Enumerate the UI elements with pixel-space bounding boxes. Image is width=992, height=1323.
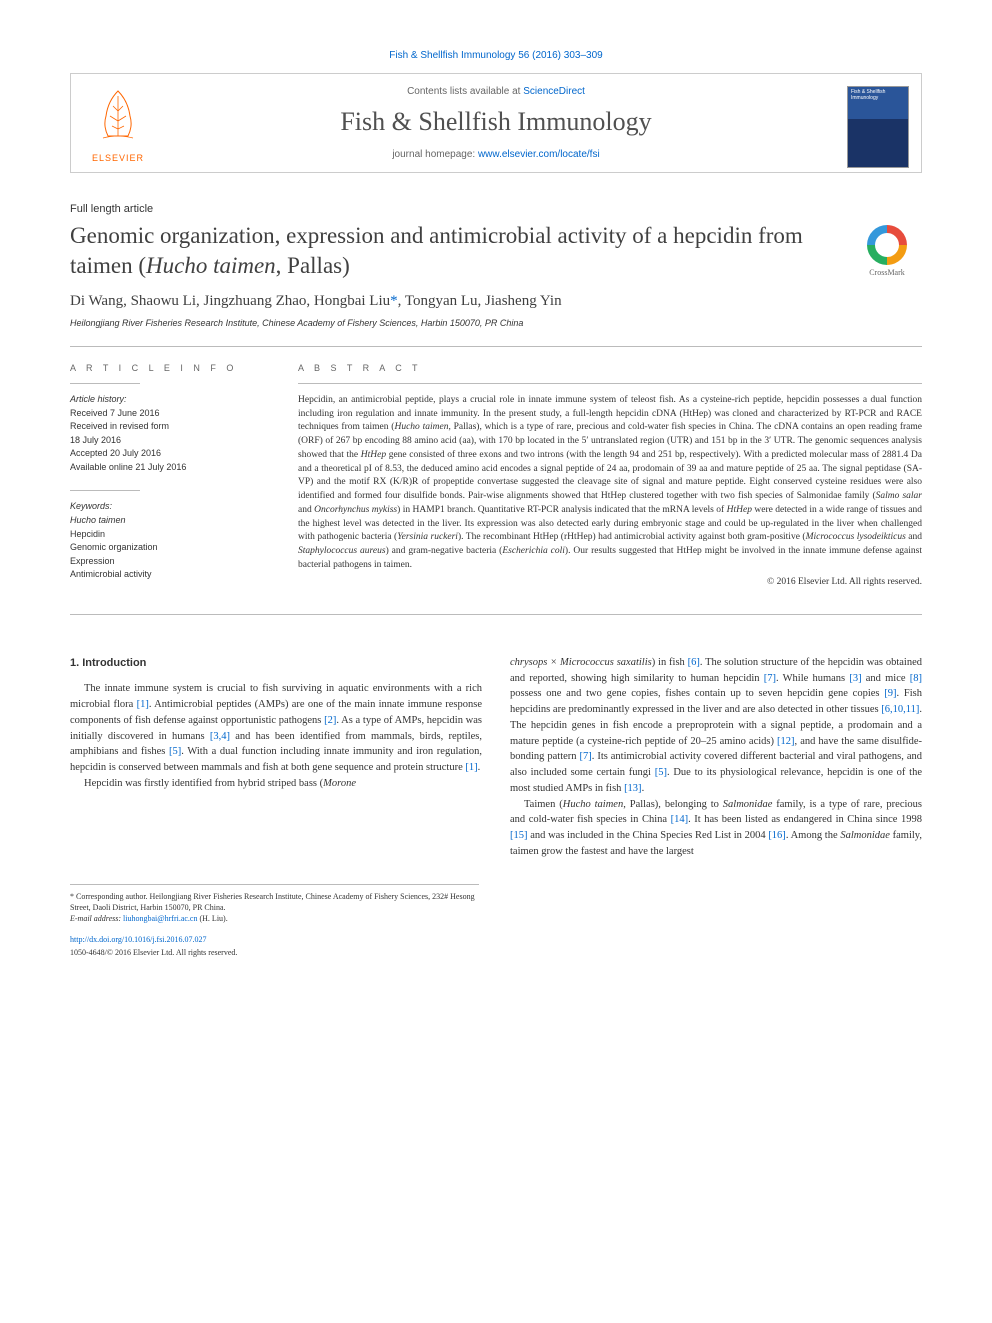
article-info-column: A R T I C L E I N F O Article history: R… [70, 363, 270, 598]
keywords-label: Keywords: [70, 501, 270, 511]
intro-p2: Hepcidin was firstly identified from hyb… [70, 776, 482, 792]
history-line: Received in revised form [70, 420, 270, 434]
article-type: Full length article [70, 203, 922, 215]
col2-p2: Taimen (Hucho taimen, Pallas), belonging… [510, 797, 922, 860]
sciencedirect-link[interactable]: ScienceDirect [523, 86, 585, 97]
body-column-right: chrysops × Micrococcus saxatilis) in fis… [510, 655, 922, 860]
abstract-text: Hepcidin, an antimicrobial peptide, play… [298, 394, 922, 573]
page-root: Fish & Shellfish Immunology 56 (2016) 30… [0, 0, 992, 1008]
keyword: Genomic organization [70, 541, 270, 555]
homepage-link[interactable]: www.elsevier.com/locate/fsi [478, 149, 600, 160]
elsevier-logo[interactable]: ELSEVIER [83, 86, 153, 166]
article-title: Genomic organization, expression and ant… [70, 221, 922, 281]
crossmark-label: CrossMark [852, 268, 922, 278]
email-line: E-mail address: liuhongbai@hrfri.ac.cn (… [70, 913, 479, 924]
elsevier-text: ELSEVIER [83, 153, 153, 163]
intro-p1: The innate immune system is crucial to f… [70, 681, 482, 776]
footnotes: * Corresponding author. Heilongjiang Riv… [70, 884, 479, 959]
abstract-heading: A B S T R A C T [298, 363, 922, 373]
homepage-line: journal homepage: www.elsevier.com/locat… [171, 149, 821, 160]
body-column-left: 1. Introduction The innate immune system… [70, 655, 482, 860]
copyright-line: © 2016 Elsevier Ltd. All rights reserved… [298, 577, 922, 587]
keyword: Hucho taimen [70, 514, 270, 528]
journal-reference[interactable]: Fish & Shellfish Immunology 56 (2016) 30… [70, 50, 922, 61]
keyword: Expression [70, 555, 270, 569]
email-link[interactable]: liuhongbai@hrfri.ac.cn [123, 914, 197, 923]
body-two-column: 1. Introduction The innate immune system… [70, 655, 922, 860]
col2-p1: chrysops × Micrococcus saxatilis) in fis… [510, 655, 922, 797]
article-info-heading: A R T I C L E I N F O [70, 363, 270, 373]
affiliation: Heilongjiang River Fisheries Research In… [70, 318, 922, 328]
journal-cover-thumbnail[interactable]: Fish & Shellfish Immunology [847, 86, 909, 168]
info-divider [70, 490, 140, 491]
history-line: Available online 21 July 2016 [70, 461, 270, 475]
crossmark-icon [867, 225, 907, 265]
crossmark-badge[interactable]: CrossMark [852, 225, 922, 278]
abstract-divider [298, 383, 922, 384]
email-label: E-mail address: [70, 914, 123, 923]
doi-link[interactable]: http://dx.doi.org/10.1016/j.fsi.2016.07.… [70, 934, 479, 945]
article-title-text: Genomic organization, expression and ant… [70, 223, 803, 278]
article-history-group: Article history: Received 7 June 2016 Re… [70, 394, 270, 475]
contents-line: Contents lists available at ScienceDirec… [171, 86, 821, 97]
abstract-column: A B S T R A C T Hepcidin, an antimicrobi… [298, 363, 922, 598]
history-line: Received 7 June 2016 [70, 407, 270, 421]
elsevier-tree-icon [88, 86, 148, 146]
journal-title: Fish & Shellfish Immunology [171, 107, 821, 137]
authors-line: Di Wang, Shaowu Li, Jingzhuang Zhao, Hon… [70, 293, 922, 310]
keyword: Hepcidin [70, 528, 270, 542]
info-divider [70, 383, 140, 384]
meta-abstract-row: A R T I C L E I N F O Article history: R… [70, 346, 922, 615]
contents-prefix: Contents lists available at [407, 86, 523, 97]
journal-header-box: ELSEVIER Fish & Shellfish Immunology Con… [70, 73, 922, 173]
email-suffix: (H. Liu). [197, 914, 227, 923]
keyword: Antimicrobial activity [70, 568, 270, 582]
history-line: 18 July 2016 [70, 434, 270, 448]
history-label: Article history: [70, 394, 270, 404]
history-line: Accepted 20 July 2016 [70, 447, 270, 461]
corresponding-author-note: * Corresponding author. Heilongjiang Riv… [70, 891, 479, 913]
issn-line: 1050-4648/© 2016 Elsevier Ltd. All right… [70, 947, 479, 958]
homepage-prefix: journal homepage: [392, 149, 478, 160]
keywords-group: Keywords: Hucho taimen Hepcidin Genomic … [70, 501, 270, 582]
cover-thumb-text: Fish & Shellfish Immunology [848, 87, 908, 104]
intro-heading: 1. Introduction [70, 655, 482, 672]
